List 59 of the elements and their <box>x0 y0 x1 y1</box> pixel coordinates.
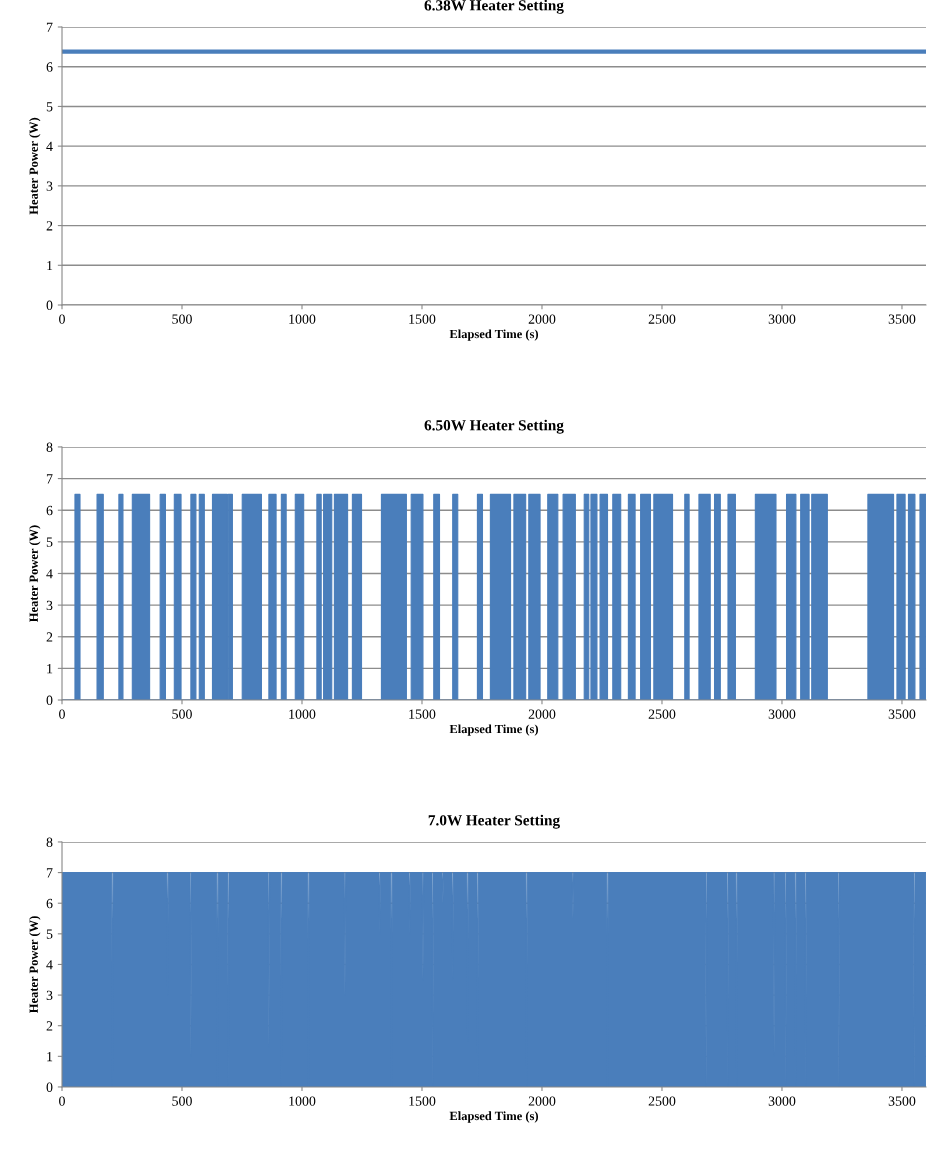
x-tick-label: 0 <box>59 1096 65 1106</box>
y-tick-label: 6 <box>46 505 53 516</box>
x-tick-label: 2000 <box>528 1096 556 1106</box>
y-tick-label: 3 <box>46 181 53 191</box>
x-tick-label: 3000 <box>768 1096 796 1106</box>
x-tick-label: 1500 <box>409 1096 436 1106</box>
x-tick-label: 1000 <box>289 314 316 324</box>
y-tick-label: 5 <box>46 102 53 112</box>
chart-title: 6.38W Heater Setting <box>424 0 564 14</box>
x-tick-label: 2000 <box>528 314 556 324</box>
x-tick-label: 1500 <box>409 709 436 719</box>
y-tick-label: 4 <box>46 569 53 579</box>
y-tick-label: 1 <box>47 664 53 674</box>
y-axis-title: Heater Power (W) <box>29 525 41 622</box>
y-tick-label: 0 <box>46 695 53 705</box>
y-axis-title: Heater Power (W) <box>29 916 41 1013</box>
x-tick-label: 2000 <box>528 709 556 719</box>
x-tick-label: 2500 <box>648 1096 676 1106</box>
x-tick-label: 3500 <box>888 1096 916 1106</box>
x-tick-label: 0 <box>59 709 65 719</box>
y-tick-label: 1 <box>47 1051 53 1062</box>
x-tick-label: 3500 <box>888 314 916 324</box>
x-tick-label: 500 <box>172 314 192 324</box>
y-tick-label: 3 <box>46 600 53 611</box>
x-tick-label: 1000 <box>289 1096 316 1106</box>
y-tick-label: 6 <box>46 898 53 909</box>
y-tick-label: 7 <box>46 22 53 32</box>
x-tick-label: 3000 <box>768 314 796 324</box>
y-tick-label: 6 <box>46 62 53 72</box>
y-axis-title: Heater Power (W) <box>29 117 41 215</box>
chart-title: 7.0W Heater Setting <box>428 814 560 829</box>
x-axis-title: Elapsed Time (s) <box>449 1111 539 1123</box>
x-tick-label: 3500 <box>888 709 916 719</box>
y-tick-label: 5 <box>46 537 53 547</box>
y-tick-label: 5 <box>46 929 53 939</box>
x-axis-title: Elapsed Time (s) <box>449 724 539 736</box>
x-tick-label: 1000 <box>289 709 316 719</box>
chart-title: 6.50W Heater Setting <box>424 419 564 434</box>
y-tick-label: 8 <box>46 442 53 452</box>
x-tick-label: 1500 <box>409 314 436 324</box>
y-tick-label: 0 <box>46 300 53 310</box>
y-tick-label: 2 <box>46 632 53 642</box>
x-axis-title: Elapsed Time (s) <box>449 329 539 341</box>
x-tick-label: 2500 <box>648 314 676 324</box>
y-tick-label: 2 <box>46 1021 53 1031</box>
y-tick-label: 4 <box>46 960 53 970</box>
y-tick-label: 4 <box>46 141 53 151</box>
x-tick-label: 500 <box>172 709 192 719</box>
x-tick-label: 2500 <box>648 709 676 719</box>
y-tick-label: 7 <box>46 474 53 484</box>
y-tick-label: 8 <box>46 837 53 847</box>
x-tick-label: 0 <box>59 314 65 324</box>
y-tick-label: 3 <box>46 990 53 1001</box>
y-tick-label: 7 <box>46 868 53 878</box>
y-tick-label: 0 <box>46 1082 53 1092</box>
y-tick-label: 2 <box>46 221 53 231</box>
y-tick-label: 1 <box>47 260 53 271</box>
x-tick-label: 500 <box>172 1096 192 1106</box>
x-tick-label: 3000 <box>768 709 796 719</box>
